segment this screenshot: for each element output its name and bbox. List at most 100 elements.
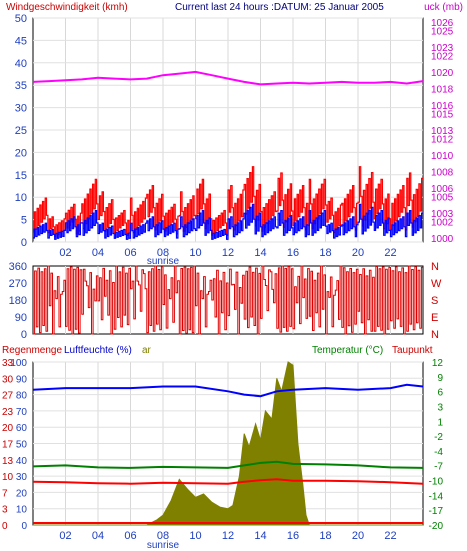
sunrise-label-bottom: sunrise (147, 540, 180, 551)
wind-y-tick: 40 (15, 58, 27, 70)
hour-tick: 06 (124, 247, 136, 259)
direction-y-tick: 360 (9, 261, 27, 273)
hour-tick: 22 (384, 530, 396, 542)
humidity-y-tick: 50 (16, 440, 28, 451)
hour-tick: 10 (189, 247, 201, 259)
pressure-y-tick: 1010 (431, 151, 454, 162)
wind-axis-title: Windgeschwindigkeit (kmh) (6, 2, 128, 13)
sunrise-label-top: sunrise (147, 256, 180, 267)
wind-y-tick: 45 (15, 35, 27, 47)
humidity-axis-title: Luftfeuchte (%) (64, 345, 132, 356)
pressure-line (32, 70, 424, 86)
temperature-y-tick: -7 (434, 462, 443, 473)
hour-tick: 10 (189, 530, 201, 542)
hour-tick: 18 (319, 247, 331, 259)
hour-tick: 04 (92, 247, 104, 259)
temperature-y-tick: -10 (429, 477, 444, 488)
gust-line (33, 203, 423, 240)
hour-tick: 06 (124, 530, 136, 542)
rain-y-tick: 33 (2, 358, 14, 369)
pressure-y-tick: 1025 (431, 26, 454, 37)
direction-compass-label: S (431, 295, 438, 307)
rain-y-tick: 23 (2, 407, 14, 418)
temperature-axis-title: Temperatur (°C) (312, 345, 383, 356)
humidity-y-tick: 20 (16, 488, 28, 499)
rain-y-tick: 10 (2, 472, 14, 483)
hour-tick: 14 (254, 247, 266, 259)
direction-compass-label: W (431, 278, 442, 290)
hour-tick: 12 (222, 530, 234, 542)
hour-tick: 02 (59, 247, 71, 259)
hour-tick: 22 (384, 247, 396, 259)
pressure-y-tick: 1018 (431, 85, 454, 96)
rain-y-tick: 0 (2, 521, 8, 532)
dewpoint-line (32, 478, 424, 485)
direction-y-tick: 270 (9, 278, 27, 290)
pressure-axis-title: uck (mb) (424, 2, 463, 13)
pressure-y-tick: 1023 (431, 43, 454, 54)
rain-y-tick: 27 (2, 391, 14, 402)
wind-y-tick: 25 (15, 125, 27, 137)
pressure-y-tick: 1000 (431, 234, 454, 245)
hour-tick: 20 (352, 247, 364, 259)
wind-speed-line (33, 166, 423, 238)
wind-y-tick: 15 (15, 170, 27, 182)
wind-y-tick: 30 (15, 103, 27, 115)
humidity-line (32, 383, 424, 398)
hour-tick: 16 (287, 247, 299, 259)
rain-y-tick: 7 (2, 488, 8, 499)
direction-compass-label: E (431, 312, 438, 324)
hour-tick: 08 (157, 530, 169, 542)
direction-y-tick: 0 (21, 329, 27, 341)
direction-y-tick: 90 (15, 312, 27, 324)
rain-y-tick: 3 (2, 505, 8, 516)
pressure-y-tick: 1002 (431, 217, 454, 228)
temperature-y-tick: -17 (429, 506, 444, 517)
hour-tick: 14 (254, 530, 266, 542)
wind-y-tick: 35 (15, 80, 27, 92)
direction-compass-label: N (431, 329, 439, 341)
chart-title: Current last 24 hours :DATUM: 25 Januar … (175, 2, 384, 13)
rain-y-tick: 30 (2, 374, 14, 385)
temperature-y-tick: 12 (432, 358, 444, 369)
pressure-y-tick: 1020 (431, 68, 454, 79)
temperature-y-tick: 1 (437, 417, 443, 428)
humidity-y-tick: 100 (10, 358, 27, 369)
hour-tick: 12 (222, 247, 234, 259)
temperature-y-tick: -14 (429, 491, 444, 502)
humidity-y-tick: 10 (16, 505, 28, 516)
rain-y-tick: 13 (2, 456, 14, 467)
pressure-y-tick: 1008 (431, 167, 454, 178)
hour-tick: 16 (287, 530, 299, 542)
pressure-y-tick: 1015 (431, 109, 454, 120)
hour-tick: 20 (352, 530, 364, 542)
wind-y-tick: 20 (15, 147, 27, 159)
dewpoint-axis-title: Taupunkt (392, 345, 433, 356)
wind-y-tick: 50 (15, 13, 27, 25)
humidity-y-tick: 70 (16, 407, 28, 418)
pressure-y-tick: 1022 (431, 51, 454, 62)
temperature-y-tick: 9 (437, 373, 443, 384)
direction-y-tick: 180 (9, 295, 27, 307)
humidity-y-tick: 0 (21, 521, 27, 532)
humidity-y-tick: 40 (16, 456, 28, 467)
humidity-y-tick: 60 (16, 423, 28, 434)
pressure-y-tick: 1006 (431, 184, 454, 195)
pressure-y-tick: 1026 (431, 18, 454, 29)
temperature-y-tick: 3 (437, 402, 443, 413)
hour-tick: 08 (157, 247, 169, 259)
wind-y-tick: 0 (21, 237, 27, 249)
pressure-y-tick: 1012 (431, 134, 454, 145)
hour-tick: 02 (59, 530, 71, 542)
rain-y-tick: 20 (2, 423, 14, 434)
pressure-y-tick: 1005 (431, 192, 454, 203)
pressure-y-tick: 1013 (431, 126, 454, 137)
temperature-y-tick: 6 (437, 388, 443, 399)
hour-tick: 04 (92, 530, 104, 542)
temperature-y-tick: -4 (434, 447, 443, 458)
humidity-y-tick: 30 (16, 472, 28, 483)
direction-compass-label: N (431, 261, 439, 273)
temperature-line (32, 460, 424, 469)
